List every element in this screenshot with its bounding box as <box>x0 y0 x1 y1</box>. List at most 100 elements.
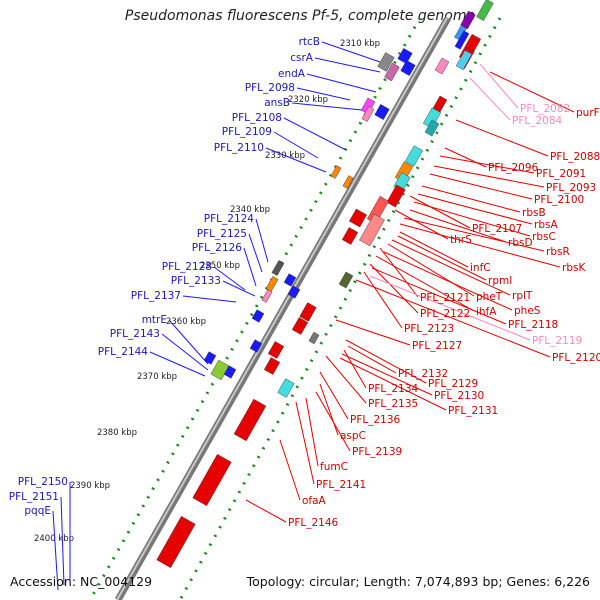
gene-label-right: purF <box>576 107 600 119</box>
right-leader-line <box>489 71 575 113</box>
reverse-gene-feature <box>267 341 285 359</box>
forward-gene-feature <box>454 30 470 50</box>
gene-label-right: PFL_2141 <box>316 479 366 491</box>
right-leader-line <box>245 499 287 523</box>
gene-label-left: ansB <box>264 97 290 109</box>
gene-label-right: PFL_2136 <box>350 414 401 426</box>
forward-gene-feature <box>400 60 416 76</box>
right-leader-line <box>433 165 545 188</box>
gene-label-right: infC <box>470 262 491 274</box>
gene-label-right: PFL_2129 <box>428 378 478 390</box>
gene-label-left: PFL_2125 <box>197 228 247 240</box>
accession-text: Accession: NC_004129 <box>10 574 153 589</box>
gene-label-right: pheT <box>476 291 503 303</box>
reverse-gene-feature <box>349 208 367 228</box>
right-leader-line <box>479 63 519 109</box>
left-leader-line <box>149 351 206 377</box>
right-leader-line <box>355 279 551 358</box>
right-leader-line <box>345 339 427 384</box>
forward-gene-feature <box>377 52 395 72</box>
kbp-tick-label: 2360 kbp <box>166 317 206 327</box>
right-leader-line <box>335 319 411 346</box>
gene-label-right: PFL_2135 <box>368 398 418 410</box>
left-leader-line <box>248 233 263 273</box>
kbp-tick-label: 2350 kbp <box>200 261 240 271</box>
right-leader-line <box>363 271 403 329</box>
left-leader-line <box>321 41 381 63</box>
left-leader-line <box>296 87 351 101</box>
right-leader-line <box>439 155 535 174</box>
right-leader-line <box>347 345 397 374</box>
forward-gene-feature <box>338 271 354 289</box>
left-leader-line <box>306 73 377 93</box>
forward-gene-feature <box>265 276 279 292</box>
forward-gene-feature <box>308 331 320 345</box>
gene-label-right: PFL_2123 <box>404 323 454 335</box>
gene-label-left: endA <box>278 68 306 80</box>
reverse-gene-feature <box>263 357 281 375</box>
right-leader-line <box>399 231 469 268</box>
right-leader-line <box>409 209 507 243</box>
forward-gene-feature <box>404 145 424 167</box>
gene-label-right: ofaA <box>302 495 327 507</box>
gene-label-left: PFL_2109 <box>222 126 272 138</box>
gene-label-left: PFL_2151 <box>9 491 59 503</box>
left-leader-line <box>222 280 256 297</box>
kbp-tick-label: 2340 kbp <box>230 205 270 215</box>
gene-label-right: ihfA <box>476 306 497 318</box>
left-leader-line <box>314 57 381 73</box>
kbp-tick-label: 2320 kbp <box>288 95 328 105</box>
forward-gene-feature <box>277 378 295 398</box>
forward-gene-feature <box>361 106 375 122</box>
right-leader-line <box>417 193 533 225</box>
gene-label-right: PFL_2096 <box>488 162 539 174</box>
right-leader-line <box>469 77 511 121</box>
right-leader-line <box>391 239 511 296</box>
right-leader-line <box>455 119 549 157</box>
gene-label-right: PFL_2100 <box>534 194 584 206</box>
left-leader-line <box>182 295 237 303</box>
gene-label-right: PFL_2130 <box>434 390 484 402</box>
gene-label-right: rbsK <box>562 262 586 274</box>
forward-gene-feature <box>422 107 442 129</box>
gene-label-right: aspC <box>340 430 366 442</box>
forward-gene-feature <box>283 273 297 287</box>
reverse-gene-feature <box>156 516 196 568</box>
tick-track-inner <box>178 17 502 600</box>
forward-gene-feature <box>330 165 342 179</box>
reverse-gene-feature <box>299 302 317 322</box>
left-leader-line <box>273 131 319 159</box>
right-leader-line <box>421 185 521 213</box>
gene-label-left: mtrE <box>142 314 167 326</box>
right-leader-line <box>369 263 419 314</box>
right-gene-labels: PFL_2082 purFPFL_2084PFL_2088PFL_2096PFL_… <box>288 103 600 529</box>
left-gene-labels: rtcB csrA endA PFL_2098 ansB PFL_2108 PFL_2109… <box>9 36 320 517</box>
forward-gene-feature <box>455 49 473 71</box>
gene-label-right: PFL_2107 <box>472 223 522 235</box>
forward-gene-feature <box>374 104 390 120</box>
right-leader-line <box>295 401 315 485</box>
forward-gene-feature <box>249 339 263 353</box>
forward-gene-feature <box>251 309 265 323</box>
right-leader-line <box>403 217 545 252</box>
reverse-gene-feature <box>434 57 450 75</box>
gene-label-left: csrA <box>290 52 314 64</box>
forward-gene-feature <box>460 10 476 30</box>
kbp-tick-label: 2310 kbp <box>340 39 380 49</box>
right-leader-line <box>371 267 507 325</box>
gene-label-right: rbsD <box>508 237 533 249</box>
forward-gene-feature <box>342 175 354 189</box>
gene-label-right: rbsC <box>532 231 556 243</box>
gene-label-right: rplT <box>512 290 533 302</box>
right-leader-line <box>399 223 561 268</box>
gene-label-right: PFL_2132 <box>398 368 448 380</box>
gene-label-right: rbsR <box>546 246 570 258</box>
gene-label-right: PFL_2139 <box>352 446 402 458</box>
forward-gene-feature <box>271 260 285 276</box>
forward-gene-feature <box>223 365 237 379</box>
gene-label-right: PFL_2093 <box>546 182 596 194</box>
right-leader-line <box>339 357 447 411</box>
right-leader-lines <box>245 63 575 523</box>
gene-features <box>156 0 494 568</box>
left-leader-line <box>243 247 257 287</box>
